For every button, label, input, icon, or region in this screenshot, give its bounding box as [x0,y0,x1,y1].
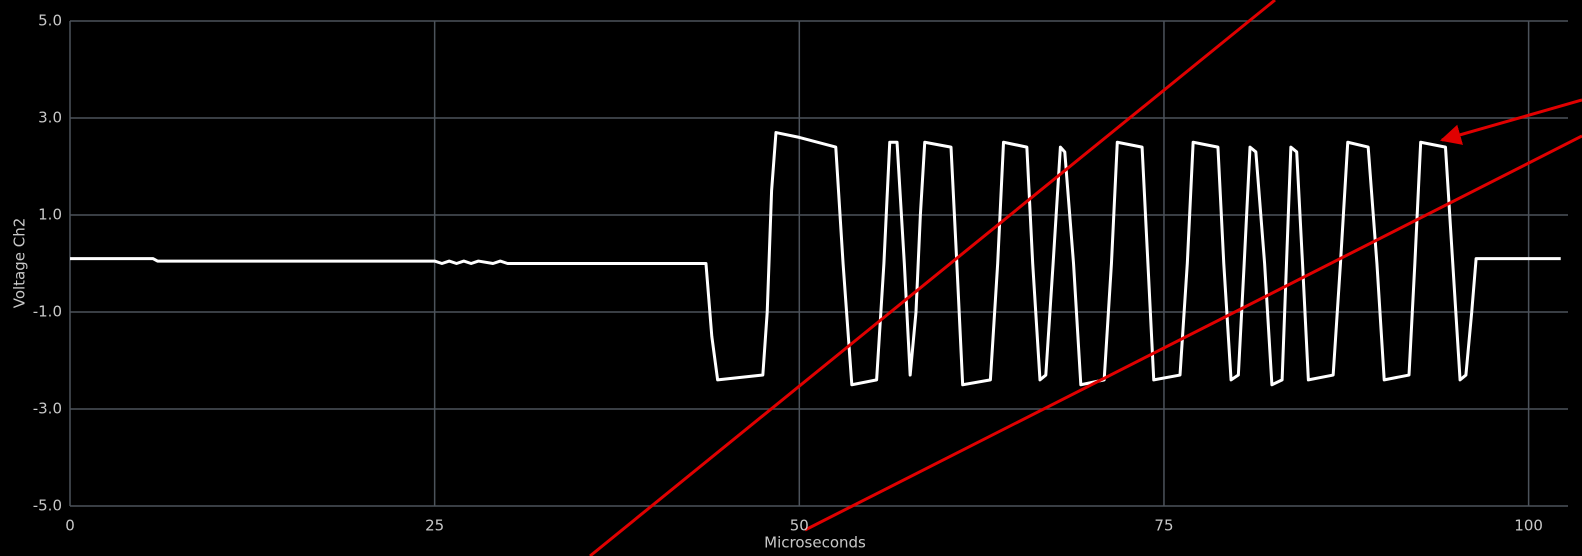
annotation-line [589,0,1276,556]
y-tick-label: 3.0 [38,109,62,127]
x-axis-label: Microseconds [764,534,866,552]
x-tick-label: 75 [1154,517,1173,535]
annotation-arrow [1439,98,1582,145]
y-tick-label: 1.0 [38,206,62,224]
x-tick-label: 0 [65,517,75,535]
voltage-trace [70,131,1561,387]
y-tick-label: -3.0 [33,400,62,418]
y-tick-label: 5.0 [38,12,62,30]
y-tick-label: -5.0 [33,497,62,515]
x-tick-label: 25 [425,517,444,535]
y-tick-label: -1.0 [33,303,62,321]
y-axis-label: Voltage Ch2 [11,218,29,309]
x-tick-label: 50 [790,517,809,535]
x-tick-label: 100 [1514,517,1543,535]
annotation-line [804,134,1582,532]
